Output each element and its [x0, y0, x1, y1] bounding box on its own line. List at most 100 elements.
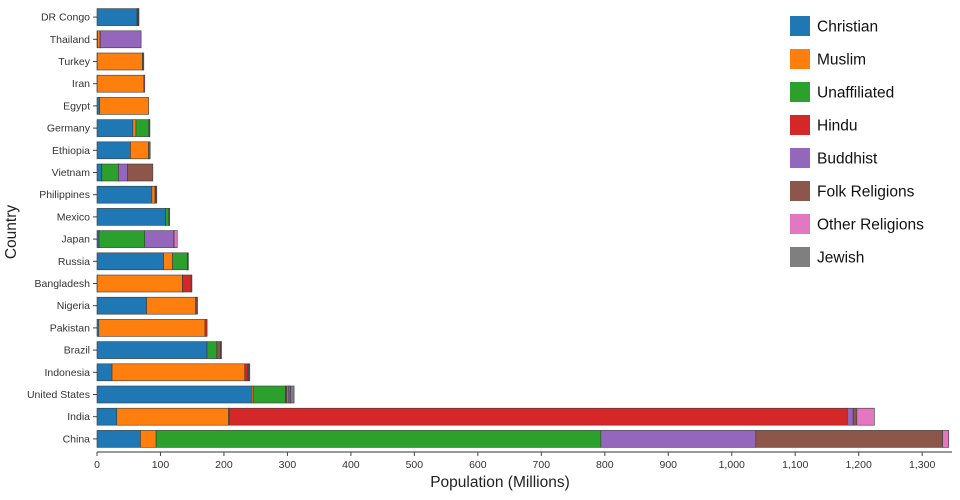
bar-row-china: [96, 430, 949, 448]
bar-segment-pakistan-hindu[interactable]: [204, 319, 208, 337]
legend-item-other-religions[interactable]: Other Religions: [790, 214, 924, 234]
bar-segment-china-muslim[interactable]: [140, 430, 157, 448]
legend-swatch-other-religions[interactable]: [790, 214, 810, 234]
bar-segment-iran-other-religions[interactable]: [143, 74, 146, 93]
bar-segment-mexico-jewish[interactable]: [168, 208, 171, 226]
bar-row-ethiopia: [96, 141, 151, 160]
bar-segment-india-folk-religions[interactable]: [852, 407, 858, 426]
bar-segment-india-other-religions[interactable]: [856, 407, 875, 426]
bar-segment-germany-jewish[interactable]: [148, 119, 151, 137]
bar-segment-pakistan-muslim[interactable]: [98, 319, 206, 337]
bar-segment-turkey-other-religions[interactable]: [142, 52, 145, 71]
bar-segment-thailand-buddhist[interactable]: [99, 30, 142, 49]
bar-segment-china-unaffiliated[interactable]: [155, 430, 602, 448]
bar-segment-turkey-muslim[interactable]: [96, 52, 143, 71]
bar-segment-india-christian[interactable]: [96, 407, 118, 426]
bar-segment-china-buddhist[interactable]: [600, 430, 757, 448]
legend-item-jewish[interactable]: Jewish: [790, 247, 864, 267]
bar-segment-mexico-unaffiliated[interactable]: [165, 208, 170, 226]
bar-segment-nigeria-folk-religions[interactable]: [195, 296, 198, 315]
bar-segment-bangladesh-buddhist[interactable]: [190, 274, 193, 293]
bar-segment-india-buddhist[interactable]: [846, 407, 854, 426]
bar-segment-brazil-jewish[interactable]: [220, 341, 222, 359]
bar-segment-vietnam-buddhist[interactable]: [118, 163, 128, 182]
bar-segment-indonesia-other-religions[interactable]: [248, 363, 251, 382]
legend-swatch-muslim[interactable]: [790, 49, 810, 69]
bar-row-indonesia: [96, 363, 251, 382]
bar-segment-china-christian[interactable]: [96, 430, 141, 448]
legend-item-muslim[interactable]: Muslim: [790, 49, 866, 69]
bar-segment-mexico-christian[interactable]: [96, 208, 166, 226]
bar-segment-china-folk-religions[interactable]: [755, 430, 943, 448]
bar-segment-united-states-jewish[interactable]: [290, 385, 295, 404]
y-tick-label-mexico: Mexico: [57, 211, 90, 223]
bar-segment-japan-other-religions[interactable]: [173, 230, 178, 248]
bar-segment-brazil-unaffiliated[interactable]: [206, 341, 218, 359]
y-tick-label-iran: Iran: [72, 78, 90, 90]
bar-segment-dr-congo-folk-religions[interactable]: [137, 8, 140, 26]
bar-segment-indonesia-hindu[interactable]: [244, 363, 248, 382]
bar-segment-germany-muslim[interactable]: [132, 119, 137, 137]
bar-segment-russia-muslim[interactable]: [163, 252, 173, 271]
bar-segment-russia-unaffiliated[interactable]: [172, 252, 188, 271]
bar-segment-united-states-unaffiliated[interactable]: [252, 385, 286, 404]
legend-swatch-buddhist[interactable]: [790, 148, 810, 168]
bar-segment-vietnam-unaffiliated[interactable]: [101, 163, 119, 182]
bar-segment-indonesia-muslim[interactable]: [111, 363, 246, 382]
bar-segment-japan-buddhist[interactable]: [144, 230, 175, 248]
y-tick-label-ethiopia: Ethiopia: [52, 145, 90, 157]
bar-segment-ethiopia-muslim[interactable]: [130, 141, 149, 160]
legend-swatch-hindu[interactable]: [790, 115, 810, 135]
bar-segment-ethiopia-christian[interactable]: [96, 141, 131, 160]
bar-segment-vietnam-folk-religions[interactable]: [127, 163, 154, 182]
bar-segment-iran-muslim[interactable]: [96, 74, 145, 93]
bar-row-nigeria: [96, 296, 198, 315]
bar-segment-nigeria-christian[interactable]: [96, 296, 147, 315]
bar-row-thailand: [96, 30, 142, 49]
bar-segment-bangladesh-hindu[interactable]: [182, 274, 192, 293]
legend-label-hindu: Hindu: [817, 118, 858, 135]
bar-segment-united-states-buddhist[interactable]: [286, 385, 290, 404]
bar-segment-brazil-christian[interactable]: [96, 341, 208, 359]
legend-item-christian[interactable]: Christian: [790, 16, 878, 36]
bar-segment-philippines-other-religions[interactable]: [155, 185, 158, 204]
legend-item-folk-religions[interactable]: Folk Religions: [790, 181, 915, 201]
y-tick-label-nigeria: Nigeria: [57, 300, 90, 312]
bar-segment-russia-jewish[interactable]: [187, 252, 189, 271]
bar-segment-egypt-christian[interactable]: [96, 97, 101, 115]
bar-segment-germany-unaffiliated[interactable]: [135, 119, 150, 137]
bar-segment-india-hindu[interactable]: [228, 407, 848, 426]
bar-segment-india-muslim[interactable]: [116, 407, 229, 426]
bar-segment-united-states-christian[interactable]: [96, 385, 252, 404]
legend-item-hindu[interactable]: Hindu: [790, 115, 858, 135]
bar-segment-vietnam-christian[interactable]: [96, 163, 102, 182]
bar-segment-germany-christian[interactable]: [96, 119, 134, 137]
legend-item-unaffiliated[interactable]: Unaffiliated: [790, 82, 894, 102]
x-tick-label-1: 100: [152, 459, 170, 471]
bar-row-japan: [96, 230, 178, 248]
bar-segment-japan-unaffiliated[interactable]: [98, 230, 146, 248]
bar-segment-ethiopia-folk-religions[interactable]: [148, 141, 151, 160]
bar-segment-indonesia-christian[interactable]: [96, 363, 113, 382]
legend-swatch-unaffiliated[interactable]: [790, 82, 810, 102]
x-tick-label-10: 1,000: [719, 459, 745, 471]
legend-swatch-folk-religions[interactable]: [790, 181, 810, 201]
bar-segment-bangladesh-muslim[interactable]: [96, 274, 183, 293]
legend-label-other-religions: Other Religions: [817, 217, 924, 234]
legend-swatch-jewish[interactable]: [790, 247, 810, 267]
bar-segment-dr-congo-christian[interactable]: [96, 8, 138, 26]
bar-segment-philippines-christian[interactable]: [96, 185, 153, 204]
bar-row-mexico: [96, 208, 171, 226]
bar-segment-russia-christian[interactable]: [96, 252, 164, 271]
y-tick-label-dr-congo: DR Congo: [41, 12, 90, 24]
legend-swatch-christian[interactable]: [790, 16, 810, 36]
bar-segment-egypt-muslim[interactable]: [99, 97, 149, 115]
bar-segment-china-other-religions[interactable]: [942, 430, 949, 448]
bar-segment-philippines-muslim[interactable]: [151, 185, 156, 204]
x-tick-label-0: 0: [94, 459, 100, 471]
y-tick-label-vietnam: Vietnam: [52, 167, 91, 179]
bar-segment-thailand-muslim[interactable]: [97, 30, 101, 49]
bar-segment-brazil-folk-religions[interactable]: [216, 341, 221, 359]
bar-segment-nigeria-muslim[interactable]: [146, 296, 196, 315]
legend-item-buddhist[interactable]: Buddhist: [790, 148, 878, 168]
